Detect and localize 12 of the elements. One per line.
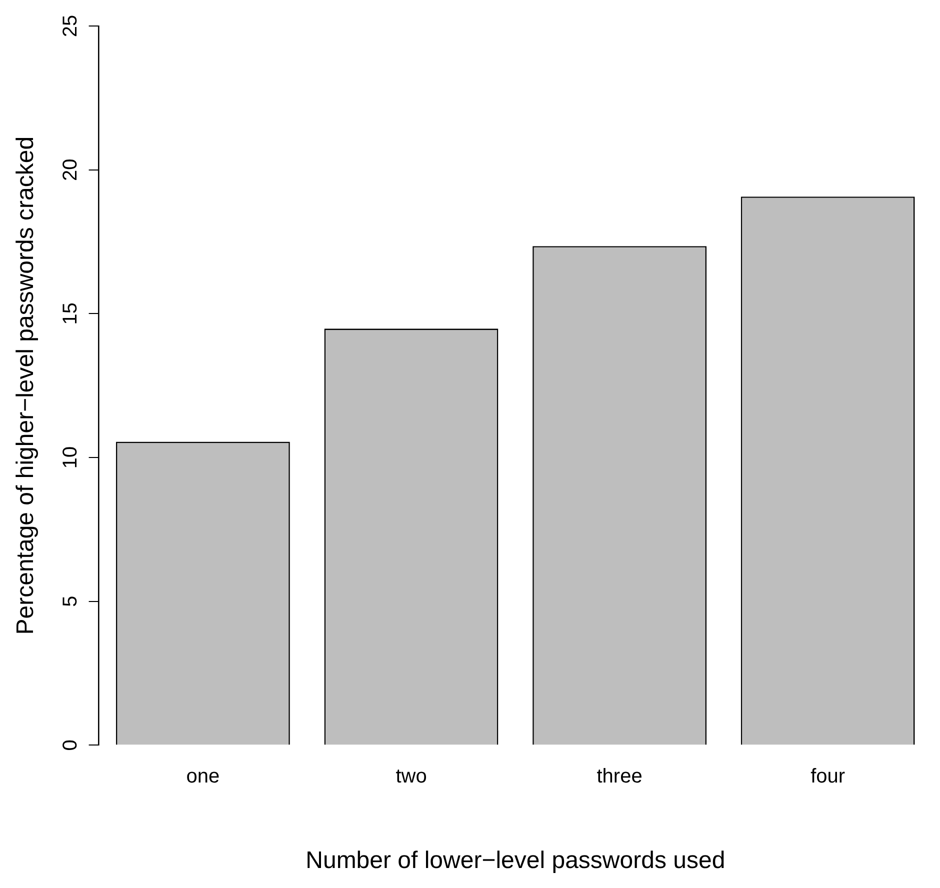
x-tick-label: four: [810, 766, 846, 788]
y-axis-title: Percentage of higher−level passwords cracked: [12, 136, 40, 635]
y-tick-label: 0: [59, 740, 82, 751]
y-tick-label: 20: [59, 158, 82, 181]
y-tick-label: 25: [59, 14, 82, 38]
x-tick-label: one: [186, 766, 220, 788]
y-tick-label: 15: [59, 302, 82, 325]
x-tick-label: two: [396, 766, 427, 788]
x-tick-label: three: [596, 766, 642, 788]
y-tick-label: 5: [59, 596, 82, 607]
y-tick-label: 10: [59, 446, 82, 469]
x-axis-title: Number of lower−level passwords used: [306, 847, 726, 874]
